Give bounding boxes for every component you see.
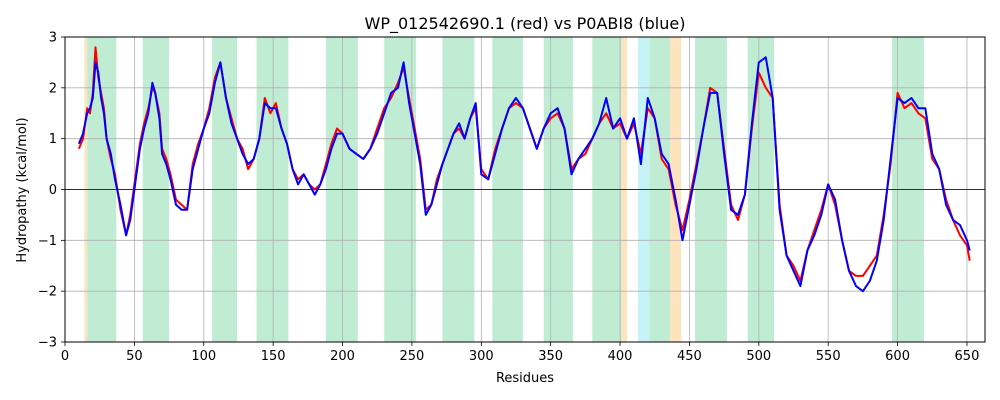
y-tick-label: 3 — [49, 31, 57, 46]
x-tick-label: 400 — [608, 349, 633, 364]
x-tick-label: 150 — [261, 349, 286, 364]
x-tick-label: 100 — [191, 349, 216, 364]
y-tick-label: 2 — [49, 81, 57, 96]
x-tick-label: 550 — [816, 349, 841, 364]
x-tick-label: 350 — [538, 349, 563, 364]
x-tick-label: 450 — [677, 349, 702, 364]
series-layer — [77, 46, 971, 293]
chart-title: WP_012542690.1 (red) vs P0ABI8 (blue) — [365, 14, 686, 34]
y-axis-label: Hydropathy (kcal/mol) — [15, 117, 30, 262]
x-tick-label: 0 — [61, 349, 69, 364]
y-axis: −3 −2 −1 0 1 2 3 — [38, 31, 65, 351]
series-line-blue — [77, 56, 971, 293]
x-tick-label: 650 — [955, 349, 980, 364]
x-tick-label: 300 — [469, 349, 494, 364]
y-tick-label: 0 — [49, 183, 57, 198]
x-axis: 0 50 100 150 200 250 300 350 400 450 500 550 600 650 — [61, 342, 980, 364]
y-tick-label: 1 — [49, 132, 57, 147]
x-tick-label: 250 — [399, 349, 424, 364]
x-tick-label: 200 — [330, 349, 355, 364]
y-tick-label: −3 — [38, 336, 57, 351]
x-tick-label: 600 — [885, 349, 910, 364]
x-axis-label: Residues — [496, 371, 554, 386]
y-tick-label: −1 — [38, 234, 57, 249]
x-tick-label: 500 — [746, 349, 771, 364]
y-tick-label: −2 — [38, 285, 57, 300]
x-tick-label: 50 — [126, 349, 143, 364]
